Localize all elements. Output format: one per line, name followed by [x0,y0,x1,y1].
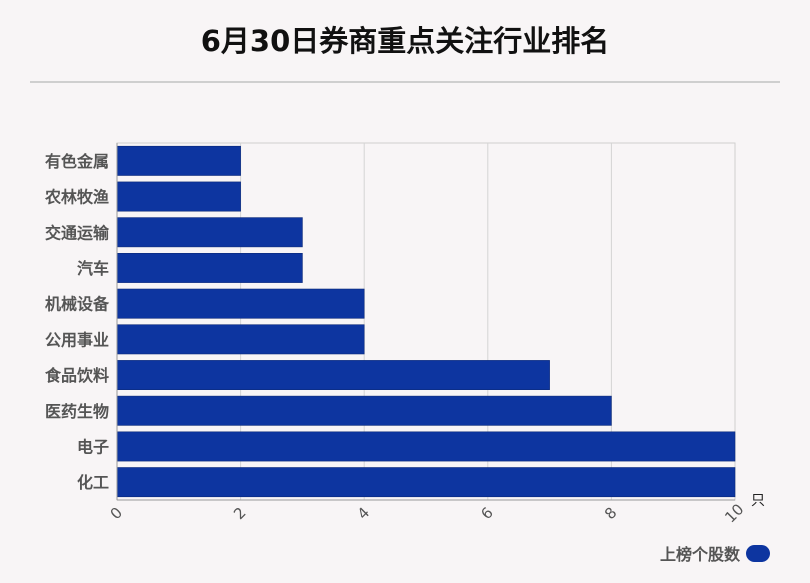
bar [116,395,612,426]
category-label: 交通运输 [45,223,110,242]
x-tick-label: 4 [354,504,373,523]
category-label: 机械设备 [45,295,110,314]
bar [116,181,241,212]
x-tick-label: 2 [230,504,249,523]
category-label: 医药生物 [45,402,109,421]
bar [116,431,736,462]
category-label: 食品饮料 [44,366,109,385]
legend: 上榜个股数 [660,541,770,565]
x-unit-label: 只 [751,493,765,509]
bar [116,288,365,319]
chart-title: 6月30日券商重点关注行业排名 [200,24,610,58]
category-label: 公用事业 [45,330,109,349]
category-label: 农林牧渔 [44,188,109,207]
x-tick-label: 10 [721,500,747,526]
bar [116,467,736,498]
x-tick-label: 8 [601,504,620,523]
bar [116,253,303,283]
bar [116,217,303,248]
category-label: 电子 [77,437,109,456]
bar [116,360,550,390]
category-label: 有色金属 [45,152,109,171]
legend-swatch [746,544,770,562]
bar [116,145,241,176]
x-tick-label: 6 [477,504,496,523]
bar [116,324,365,355]
x-tick-label: 0 [107,504,126,523]
category-label: 汽车 [77,259,109,278]
title-divider [30,81,780,83]
legend-label: 上榜个股数 [659,545,740,564]
category-label: 化工 [77,473,109,492]
